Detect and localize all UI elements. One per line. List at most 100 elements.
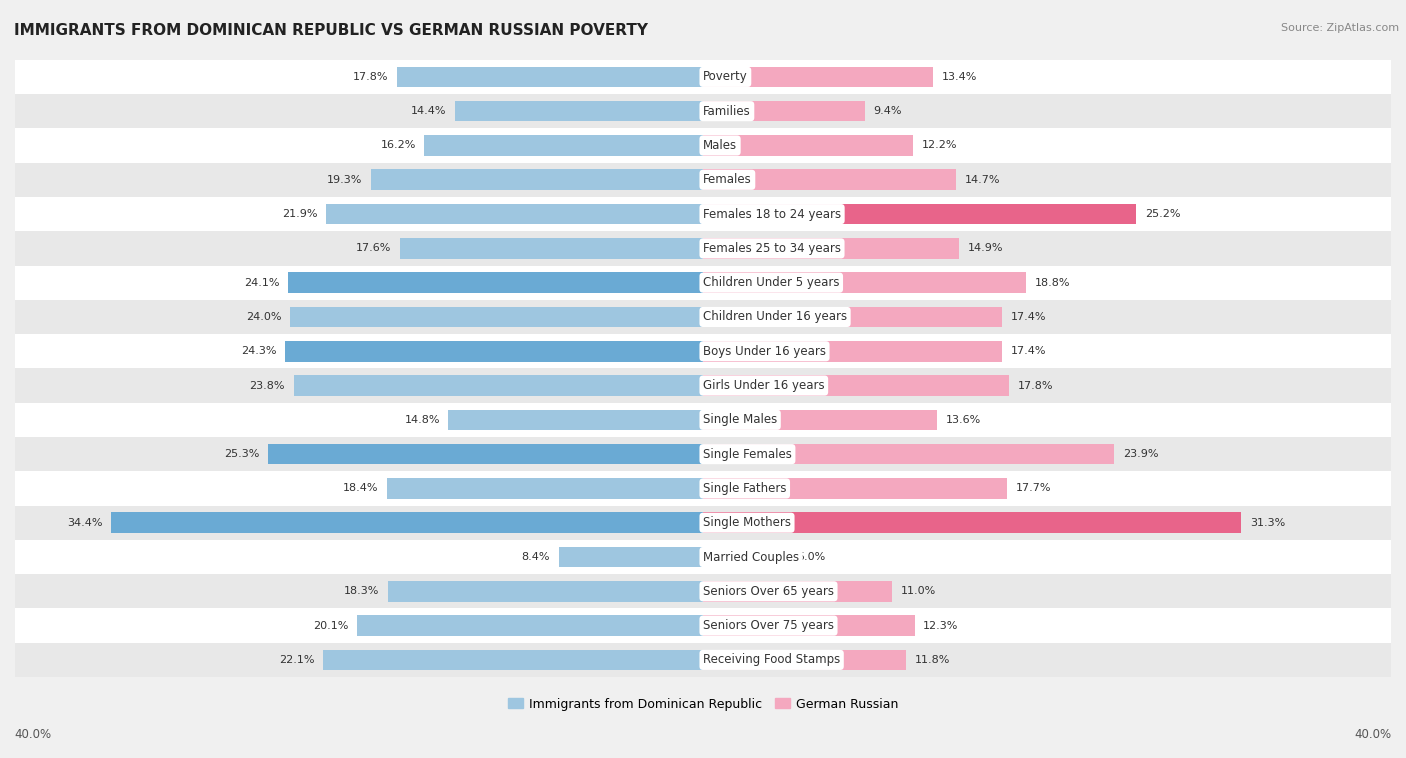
Legend: Immigrants from Dominican Republic, German Russian: Immigrants from Dominican Republic, Germ… xyxy=(503,693,903,716)
Text: 25.2%: 25.2% xyxy=(1144,209,1181,219)
Text: 18.3%: 18.3% xyxy=(344,587,380,597)
Bar xyxy=(15,163,1391,197)
Text: 14.9%: 14.9% xyxy=(967,243,1004,253)
Text: 40.0%: 40.0% xyxy=(14,728,51,741)
Bar xyxy=(703,478,1008,499)
Text: 19.3%: 19.3% xyxy=(328,175,363,185)
Bar xyxy=(15,506,1391,540)
Text: 9.4%: 9.4% xyxy=(873,106,901,116)
Bar xyxy=(703,272,1026,293)
Bar xyxy=(15,60,1391,94)
Bar xyxy=(371,170,703,190)
Text: 34.4%: 34.4% xyxy=(67,518,103,528)
Bar xyxy=(703,67,934,87)
Text: Females: Females xyxy=(703,174,752,186)
Text: 25.3%: 25.3% xyxy=(224,449,259,459)
Text: 17.8%: 17.8% xyxy=(1018,381,1053,390)
Bar xyxy=(703,512,1241,533)
Text: 11.8%: 11.8% xyxy=(914,655,950,665)
Text: 18.4%: 18.4% xyxy=(343,484,378,493)
Text: 8.4%: 8.4% xyxy=(522,552,550,562)
Bar xyxy=(703,307,1002,327)
Bar xyxy=(449,409,703,430)
Bar xyxy=(703,204,1136,224)
Bar xyxy=(267,444,703,465)
Bar xyxy=(323,650,703,670)
Text: 17.8%: 17.8% xyxy=(353,72,388,82)
Bar xyxy=(456,101,703,121)
Text: 14.7%: 14.7% xyxy=(965,175,1000,185)
Text: Families: Families xyxy=(703,105,751,117)
Bar xyxy=(15,265,1391,300)
Bar xyxy=(294,375,703,396)
Text: Boys Under 16 years: Boys Under 16 years xyxy=(703,345,825,358)
Bar xyxy=(111,512,703,533)
Text: 20.1%: 20.1% xyxy=(314,621,349,631)
Text: 13.6%: 13.6% xyxy=(945,415,981,424)
Bar xyxy=(15,334,1391,368)
Text: Children Under 16 years: Children Under 16 years xyxy=(703,311,848,324)
Text: IMMIGRANTS FROM DOMINICAN REPUBLIC VS GERMAN RUSSIAN POVERTY: IMMIGRANTS FROM DOMINICAN REPUBLIC VS GE… xyxy=(14,23,648,38)
Text: Females 18 to 24 years: Females 18 to 24 years xyxy=(703,208,841,221)
Bar xyxy=(703,135,912,156)
Text: 24.1%: 24.1% xyxy=(245,277,280,288)
Bar xyxy=(425,135,703,156)
Bar xyxy=(703,170,956,190)
Text: 12.3%: 12.3% xyxy=(924,621,959,631)
Text: 14.4%: 14.4% xyxy=(411,106,447,116)
Bar xyxy=(703,444,1114,465)
Text: Seniors Over 75 years: Seniors Over 75 years xyxy=(703,619,834,632)
Bar xyxy=(558,547,703,567)
Text: 13.4%: 13.4% xyxy=(942,72,977,82)
Bar xyxy=(326,204,703,224)
Bar xyxy=(15,643,1391,677)
Text: Males: Males xyxy=(703,139,737,152)
Bar xyxy=(15,402,1391,437)
Bar xyxy=(15,197,1391,231)
Text: 17.6%: 17.6% xyxy=(356,243,392,253)
Bar xyxy=(703,341,1002,362)
Text: 23.8%: 23.8% xyxy=(249,381,285,390)
Text: Single Males: Single Males xyxy=(703,413,778,426)
Text: 21.9%: 21.9% xyxy=(283,209,318,219)
Bar xyxy=(387,478,703,499)
Bar xyxy=(288,272,703,293)
Bar xyxy=(290,307,703,327)
Text: 23.9%: 23.9% xyxy=(1122,449,1159,459)
Bar xyxy=(15,368,1391,402)
Bar xyxy=(396,67,703,87)
Text: 17.7%: 17.7% xyxy=(1017,484,1052,493)
Text: Poverty: Poverty xyxy=(703,70,748,83)
Text: Source: ZipAtlas.com: Source: ZipAtlas.com xyxy=(1281,23,1399,33)
Text: 12.2%: 12.2% xyxy=(921,140,957,151)
Text: 22.1%: 22.1% xyxy=(278,655,315,665)
Bar xyxy=(401,238,703,258)
Bar xyxy=(388,581,703,602)
Text: 31.3%: 31.3% xyxy=(1250,518,1285,528)
Bar xyxy=(15,540,1391,574)
Text: 17.4%: 17.4% xyxy=(1011,312,1046,322)
Bar xyxy=(15,231,1391,265)
Text: 11.0%: 11.0% xyxy=(901,587,936,597)
Bar xyxy=(703,409,936,430)
Bar xyxy=(15,94,1391,128)
Text: Receiving Food Stamps: Receiving Food Stamps xyxy=(703,653,841,666)
Bar xyxy=(703,101,865,121)
Text: Girls Under 16 years: Girls Under 16 years xyxy=(703,379,825,392)
Text: 40.0%: 40.0% xyxy=(1355,728,1392,741)
Text: Females 25 to 34 years: Females 25 to 34 years xyxy=(703,242,841,255)
Bar xyxy=(15,574,1391,609)
Text: Children Under 5 years: Children Under 5 years xyxy=(703,276,839,289)
Text: Single Fathers: Single Fathers xyxy=(703,482,786,495)
Text: 16.2%: 16.2% xyxy=(381,140,416,151)
Text: Single Mothers: Single Mothers xyxy=(703,516,792,529)
Bar xyxy=(15,437,1391,471)
Bar xyxy=(703,238,959,258)
Text: 24.3%: 24.3% xyxy=(240,346,277,356)
Bar xyxy=(703,650,905,670)
Text: 18.8%: 18.8% xyxy=(1035,277,1070,288)
Bar xyxy=(15,128,1391,163)
Text: 5.0%: 5.0% xyxy=(797,552,825,562)
Bar xyxy=(703,581,893,602)
Bar xyxy=(703,375,1010,396)
